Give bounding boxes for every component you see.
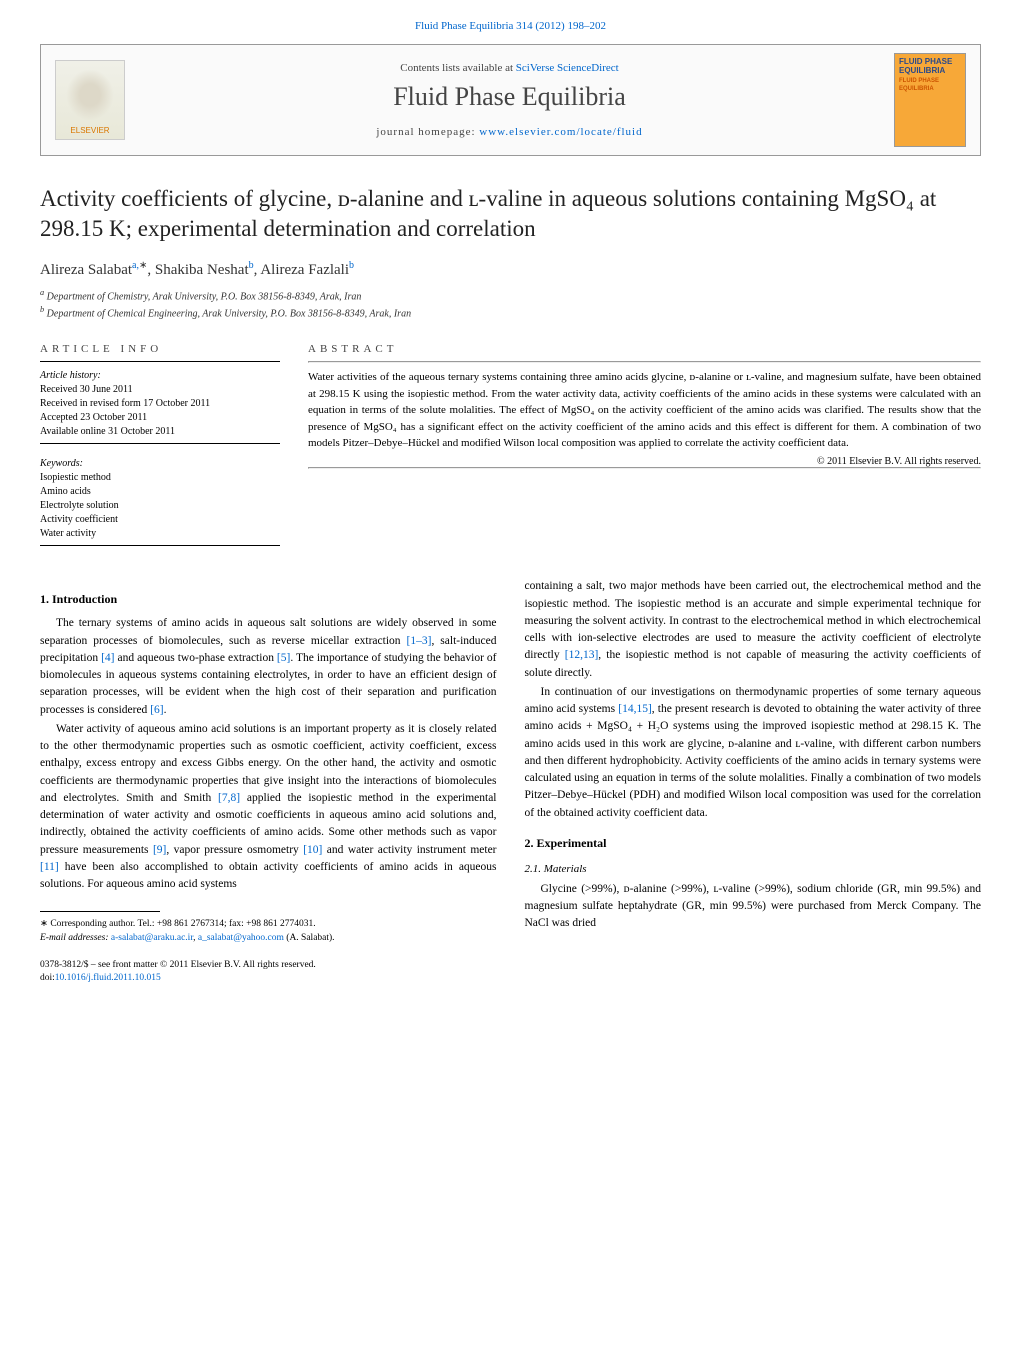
front-matter-line: 0378-3812/$ – see front matter © 2011 El… xyxy=(40,959,497,972)
ref-link[interactable]: [14,15] xyxy=(618,703,652,715)
history-item: Received in revised form 17 October 2011 xyxy=(40,397,280,411)
author-affil-link[interactable]: a, xyxy=(132,260,139,271)
affiliation-line: a Department of Chemistry, Arak Universi… xyxy=(40,287,981,304)
history-item: Received 30 June 2011 xyxy=(40,383,280,397)
article-title: Activity coefficients of glycine, ᴅ-alan… xyxy=(40,184,981,244)
contents-available-line: Contents lists available at SciVerse Sci… xyxy=(125,62,894,74)
elsevier-label: ELSEVIER xyxy=(70,126,109,135)
email-label: E-mail addresses: xyxy=(40,933,111,943)
text-run: and water activity instrument meter xyxy=(322,844,496,856)
subsection-heading-materials: 2.1. Materials xyxy=(525,863,982,875)
ref-link[interactable]: [7,8] xyxy=(218,792,240,804)
journal-homepage-line: journal homepage: www.elsevier.com/locat… xyxy=(125,126,894,138)
author-name: Alireza Salabat xyxy=(40,262,132,278)
keyword-item: Amino acids xyxy=(40,485,280,499)
article-info-panel: ARTICLE INFO Article history: Received 3… xyxy=(40,343,280,554)
paragraph: In continuation of our investigations on… xyxy=(525,684,982,822)
history-item: Accepted 23 October 2011 xyxy=(40,411,280,425)
article-info-heading: ARTICLE INFO xyxy=(40,343,280,355)
doi-prefix: doi: xyxy=(40,973,55,983)
footnote-line: ∗ Corresponding author. Tel.: +98 861 27… xyxy=(40,918,497,931)
keyword-item: Electrolyte solution xyxy=(40,499,280,513)
email-link[interactable]: a_salabat@yahoo.com xyxy=(198,933,284,943)
body-two-column: 1. Introduction The ternary systems of a… xyxy=(40,578,981,985)
affiliation-text: Department of Chemistry, Arak University… xyxy=(47,291,362,302)
abstract-text: Water activities of the aqueous ternary … xyxy=(308,369,981,452)
paragraph: The ternary systems of amino acids in aq… xyxy=(40,615,497,719)
paragraph: Water activity of aqueous amino acid sol… xyxy=(40,721,497,894)
doi-line: doi:10.1016/j.fluid.2011.10.015 xyxy=(40,972,497,985)
contents-prefix: Contents lists available at xyxy=(400,62,515,74)
divider xyxy=(40,361,280,362)
column-right: containing a salt, two major methods hav… xyxy=(525,578,982,985)
journal-banner: ELSEVIER Contents lists available at Sci… xyxy=(40,44,981,156)
divider xyxy=(40,443,280,444)
abstract-copyright: © 2011 Elsevier B.V. All rights reserved… xyxy=(308,456,981,467)
text-run: , the present research is devoted to obt… xyxy=(525,703,982,819)
affiliations: a Department of Chemistry, Arak Universi… xyxy=(40,287,981,322)
homepage-prefix: journal homepage: xyxy=(376,126,479,138)
author-name: Alireza Fazlali xyxy=(260,262,349,278)
keywords-label: Keywords: xyxy=(40,458,280,469)
keyword-item: Isopiestic method xyxy=(40,471,280,485)
elsevier-logo: ELSEVIER xyxy=(55,60,125,140)
ref-link[interactable]: [11] xyxy=(40,861,59,873)
ref-link[interactable]: [4] xyxy=(101,652,114,664)
text-run: have been also accomplished to obtain ac… xyxy=(40,861,497,890)
ref-link[interactable]: [5] xyxy=(277,652,290,664)
ref-link[interactable]: [9] xyxy=(153,844,166,856)
journal-cover-thumbnail: FLUID PHASE EQUILIBRIA FLUID PHASE EQUIL… xyxy=(894,53,966,147)
footnote-separator xyxy=(40,911,160,912)
keyword-item: Activity coefficient xyxy=(40,513,280,527)
paragraph: containing a salt, two major methods hav… xyxy=(525,578,982,682)
header-citation: Fluid Phase Equilibria 314 (2012) 198–20… xyxy=(40,20,981,32)
abstract-heading: ABSTRACT xyxy=(308,343,981,355)
history-label: Article history: xyxy=(40,370,280,381)
author-affil-link[interactable]: b xyxy=(349,260,354,271)
ref-link[interactable]: [6] xyxy=(150,704,163,716)
corresponding-author-footnote: ∗ Corresponding author. Tel.: +98 861 27… xyxy=(40,918,497,945)
divider xyxy=(308,361,981,363)
ref-link[interactable]: [12,13] xyxy=(565,649,599,661)
author-name: Shakiba Neshat xyxy=(155,262,249,278)
footnote-line: E-mail addresses: a-salabat@araku.ac.ir,… xyxy=(40,932,497,945)
journal-name: Fluid Phase Equilibria xyxy=(125,82,894,112)
doi-block: 0378-3812/$ – see front matter © 2011 El… xyxy=(40,959,497,986)
ref-link[interactable]: [10] xyxy=(303,844,322,856)
authors-line: Alireza Salabata,∗, Shakiba Neshatb, Ali… xyxy=(40,260,981,279)
column-left: 1. Introduction The ternary systems of a… xyxy=(40,578,497,985)
ref-link[interactable]: [1–3] xyxy=(407,635,432,647)
text-run: . xyxy=(164,704,167,716)
cover-line: EQUILIBRIA xyxy=(899,86,961,93)
sciencedirect-link[interactable]: SciVerse ScienceDirect xyxy=(516,62,619,74)
section-heading-experimental: 2. Experimental xyxy=(525,836,982,851)
cover-line: EQUILIBRIA xyxy=(899,67,961,76)
affiliation-line: b Department of Chemical Engineering, Ar… xyxy=(40,304,981,321)
divider xyxy=(308,467,981,469)
keyword-item: Water activity xyxy=(40,527,280,541)
cover-line: FLUID PHASE xyxy=(899,78,961,85)
author-affil-link[interactable]: b xyxy=(249,260,254,271)
paragraph: Glycine (>99%), ᴅ-alanine (>99%), ʟ-vali… xyxy=(525,881,982,933)
text-run: , vapor pressure osmometry xyxy=(166,844,303,856)
banner-center: Contents lists available at SciVerse Sci… xyxy=(125,62,894,138)
homepage-link[interactable]: www.elsevier.com/locate/fluid xyxy=(479,126,642,138)
corresponding-star-icon: ∗ xyxy=(139,260,147,271)
abstract-panel: ABSTRACT Water activities of the aqueous… xyxy=(308,343,981,554)
doi-link[interactable]: 10.1016/j.fluid.2011.10.015 xyxy=(55,973,161,983)
divider xyxy=(40,545,280,546)
affiliation-text: Department of Chemical Engineering, Arak… xyxy=(47,308,411,319)
section-heading-intro: 1. Introduction xyxy=(40,592,497,607)
text-run: and aqueous two-phase extraction xyxy=(115,652,277,664)
history-item: Available online 31 October 2011 xyxy=(40,425,280,439)
text-run: (A. Salabat). xyxy=(284,933,335,943)
email-link[interactable]: a-salabat@araku.ac.ir xyxy=(111,933,193,943)
